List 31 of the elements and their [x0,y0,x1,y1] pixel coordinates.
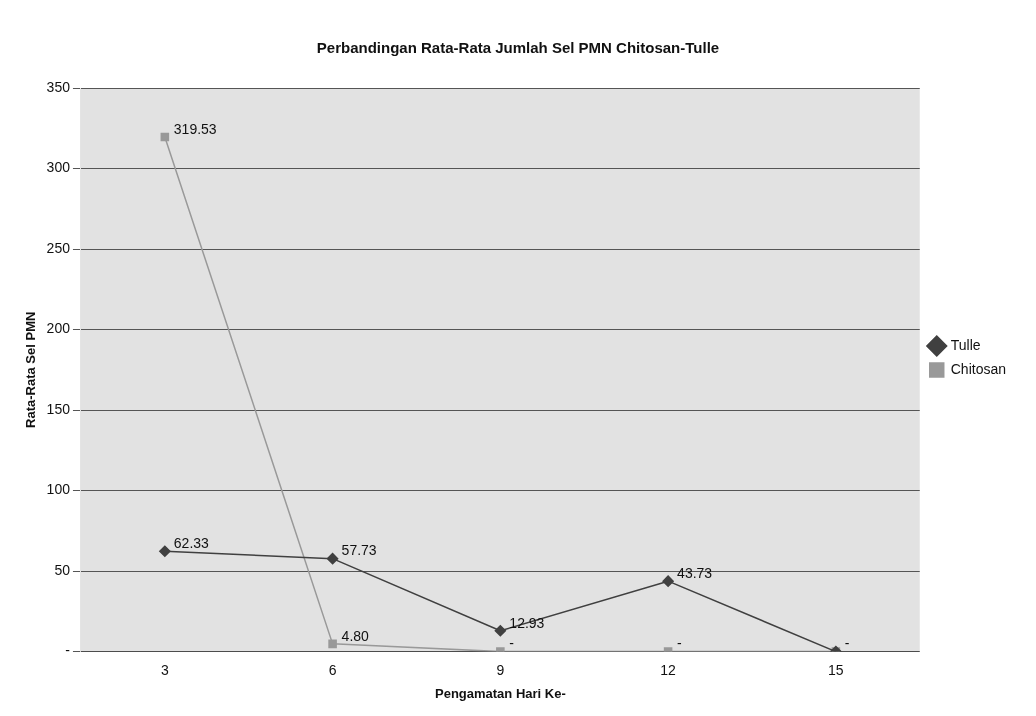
y-tick-label: 200 [46,320,71,337]
y-tick-label: 250 [46,239,71,256]
point [662,575,674,587]
point [159,545,171,557]
legend-label: Tulle [950,336,981,353]
x-tick-label: 3 [160,661,169,678]
y-axis-title: Rata-Rata Sel PMN [23,311,39,428]
legend-label: Chitosan [950,360,1007,377]
y-tick-label: 150 [46,400,71,417]
data-label: 319.53 [173,120,217,137]
data-label: 4.80 [341,627,370,644]
point [328,639,337,649]
y-tick-label: 300 [46,159,71,176]
data-label: 57.73 [341,542,377,559]
y-tick-label: 100 [46,481,71,498]
x-tick-label: 9 [496,661,505,678]
x-axis-title: Pengamatan Hari Ke- [434,685,566,701]
data-label: - [844,635,850,652]
y-tick-label: 350 [46,78,71,95]
x-tick-label: 12 [660,661,677,678]
point [494,625,507,637]
y-tick-label: 50 [54,561,71,578]
data-label: - [677,635,683,652]
point [326,552,339,565]
chart-title: Perbandingan Rata-Rata Jumlah Sel PMN Chitosan-Tulle [316,39,720,57]
x-tick-label: 6 [328,661,337,678]
x-tick-label: 15 [828,661,844,678]
y-tick-label: - [65,642,71,659]
data-label: 62.33 [173,535,210,552]
point [160,132,170,142]
data-label: - [509,635,515,652]
